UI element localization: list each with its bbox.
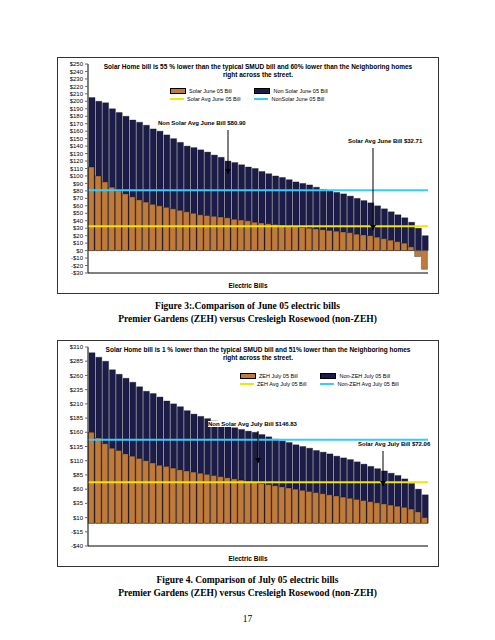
svg-text:$100: $100 [70,173,84,179]
html-text:Non-ZEH Avg July 05 Bill: Non-ZEH Avg July 05 Bill [337,381,399,387]
html-text:Non-ZEH July 05 Bill: Non-ZEH July 05 Bill [339,373,391,379]
svg-text:$85: $85 [73,472,84,478]
svg-text:$30: $30 [73,225,84,231]
svg-text:$240: $240 [70,69,84,75]
svg-text:$160: $160 [70,429,84,435]
html-text:Non Solar Avg June Bill $80.90: Non Solar Avg June Bill $80.90 [158,120,246,126]
svg-text:-$30: -$30 [71,270,84,276]
html-text:Figure 4. Comparison of July 0: Figure 4. Comparison of July 05 electric… [156,575,339,585]
html-text:Solar Home bill is 1 % lower t: Solar Home bill is 1 % lower than the ty… [105,346,411,362]
svg-text:$35: $35 [73,500,84,506]
svg-text:$235: $235 [70,387,84,393]
html-text:Solar Avg June 05 Bill: Solar Avg June 05 Bill [187,96,241,102]
html-text:Figure 3:.Comparison of June 0: Figure 3:.Comparison of June 05 electric… [155,301,340,311]
svg-text:$230: $230 [70,76,84,82]
svg-text:-$20: -$20 [71,263,84,269]
html-text:Solar Avg June Bill $32.71: Solar Avg June Bill $32.71 [348,138,423,144]
svg-text:-$15: -$15 [71,529,84,535]
svg-text:$285: $285 [70,358,84,364]
svg-text:$0: $0 [76,248,83,254]
html-text:ZEH July 05 Bill: ZEH July 05 Bill [259,373,298,379]
svg-text:$260: $260 [70,373,84,379]
html-text:Solar June 05 Bill: Solar June 05 Bill [189,88,232,94]
svg-text:$150: $150 [70,136,84,142]
svg-text:$135: $135 [70,444,84,450]
svg-text:$120: $120 [70,158,84,164]
svg-text:$20: $20 [73,233,84,239]
svg-text:$10: $10 [73,515,84,521]
svg-text:$90: $90 [73,181,84,187]
svg-text:$160: $160 [70,128,84,134]
svg-text:$10: $10 [73,240,84,246]
html-text:Electric Bills: Electric Bills [228,282,268,289]
svg-text:$210: $210 [70,401,84,407]
html-text:Non Solar June 05 Bill: Non Solar June 05 Bill [273,88,328,94]
svg-text:$310: $310 [70,344,84,350]
html-text:NonSolar June 05 Bill: NonSolar June 05 Bill [271,96,325,102]
html-text:17: 17 [242,614,253,624]
svg-text:$110: $110 [70,166,84,172]
svg-text:$40: $40 [73,218,84,224]
svg-text:$60: $60 [73,203,84,209]
svg-text:$110: $110 [70,458,84,464]
svg-text:$185: $185 [70,415,84,421]
svg-text:$170: $170 [70,121,84,127]
svg-text:$70: $70 [73,195,84,201]
svg-text:$140: $140 [70,143,84,149]
svg-text:$190: $190 [70,106,84,112]
svg-text:$200: $200 [70,98,84,104]
html-text:ZEH Avg July 05 Bill: ZEH Avg July 05 Bill [257,381,307,387]
html-text:Solar Avg July Bill $72.06: Solar Avg July Bill $72.06 [358,441,431,447]
svg-text:$60: $60 [73,486,84,492]
svg-text:$80: $80 [73,188,84,194]
svg-text:$220: $220 [70,84,84,90]
svg-text:$50: $50 [73,210,84,216]
svg-text:-$40: -$40 [71,543,84,549]
svg-text:$250: $250 [70,61,84,67]
svg-text:-$10: -$10 [71,255,84,261]
svg-text:$180: $180 [70,113,84,119]
html-text:Premier Gardens (ZEH) versus C: Premier Gardens (ZEH) versus Cresleigh R… [118,313,377,324]
html-text:Premier Gardens (ZEH) versus C: Premier Gardens (ZEH) versus Cresleigh R… [118,587,377,598]
html-text:Solar Home bill is 55 % lower: Solar Home bill is 55 % lower than the t… [103,63,413,79]
html-text:Electric Bills: Electric Bills [228,555,268,562]
html-text:Non Solar Avg July Bill $146.8: Non Solar Avg July Bill $146.83 [208,421,297,427]
svg-text:$130: $130 [70,151,84,157]
svg-text:$210: $210 [70,91,84,97]
